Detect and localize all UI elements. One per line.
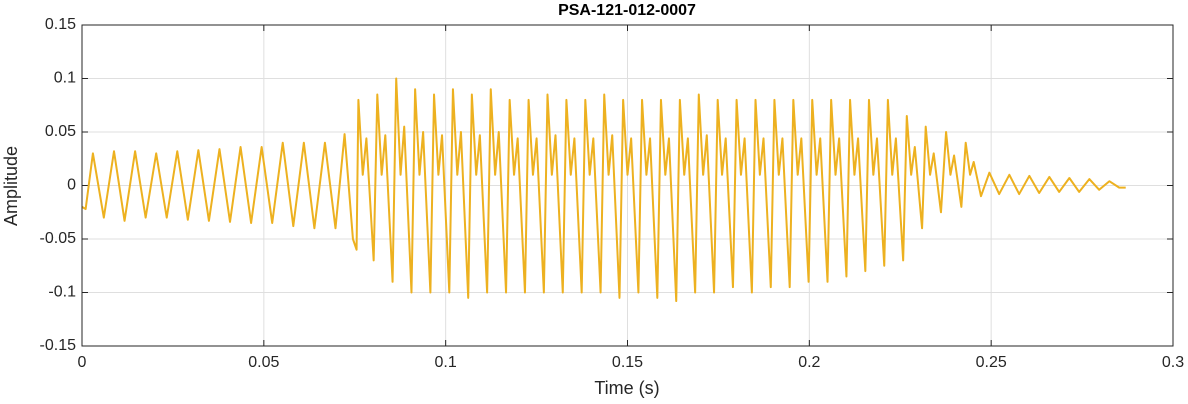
y-tick-label: 0.05	[45, 123, 76, 140]
x-tick-label: 0.2	[798, 354, 820, 371]
y-tick-label: -0.1	[48, 284, 76, 301]
x-tick-label: 0.1	[435, 354, 457, 371]
y-axis-label: Amplitude	[1, 146, 21, 226]
plot-frame	[81, 24, 1174, 347]
x-tick-label: 0.25	[976, 354, 1007, 371]
x-tick-label: 0	[78, 354, 87, 371]
x-axis-label: Time (s)	[594, 378, 659, 398]
y-tick-label: 0.15	[45, 16, 76, 33]
x-tick-label: 0.05	[248, 354, 279, 371]
x-tick-label: 0.3	[1162, 354, 1184, 371]
chart-title: PSA-121-012-0007	[558, 2, 696, 19]
y-tick-label: -0.05	[40, 230, 77, 247]
data-line	[81, 77, 1126, 303]
y-tick-label: -0.15	[40, 337, 77, 354]
y-tick-label: 0.1	[54, 70, 76, 87]
x-tick-label: 0.15	[612, 354, 643, 371]
y-tick-label: 0	[67, 177, 76, 194]
